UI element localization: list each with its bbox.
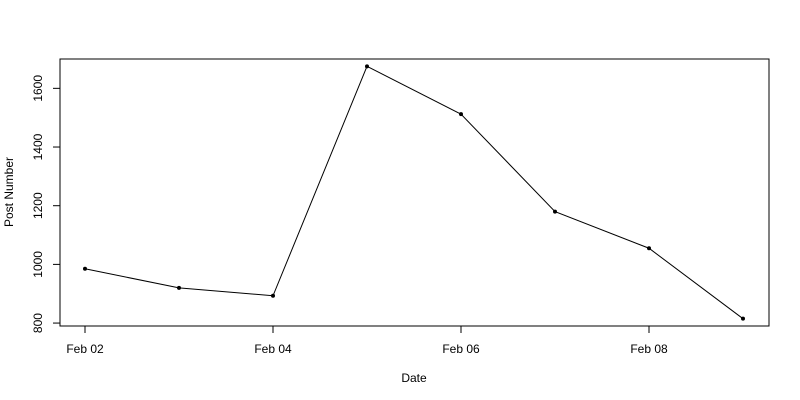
- x-tick-label: Feb 02: [66, 342, 104, 356]
- y-tick-label: 1600: [31, 75, 45, 102]
- data-series: [83, 64, 745, 321]
- x-axis-title: Date: [401, 371, 427, 385]
- plot-frame: [59, 58, 770, 327]
- data-point: [741, 316, 745, 321]
- data-point: [647, 246, 651, 251]
- x-tick-label: Feb 04: [254, 342, 292, 356]
- data-point: [459, 112, 463, 117]
- y-axis-title: Post Number: [2, 157, 16, 227]
- y-axis: 800 1000 1200 1400 1600: [31, 75, 61, 333]
- data-point: [365, 64, 369, 69]
- data-point: [83, 266, 87, 271]
- x-axis: Feb 02 Feb 04 Feb 06 Feb 08: [66, 325, 668, 356]
- series-line: [84, 65, 744, 320]
- x-tick-label: Feb 08: [630, 342, 668, 356]
- data-point: [271, 293, 275, 298]
- data-point: [177, 285, 181, 290]
- y-tick-label: 1200: [31, 192, 45, 219]
- data-point: [553, 209, 557, 214]
- y-tick-label: 1000: [31, 251, 45, 278]
- y-tick-label: 1400: [31, 133, 45, 160]
- y-tick-label: 800: [31, 313, 45, 333]
- x-tick-label: Feb 06: [442, 342, 480, 356]
